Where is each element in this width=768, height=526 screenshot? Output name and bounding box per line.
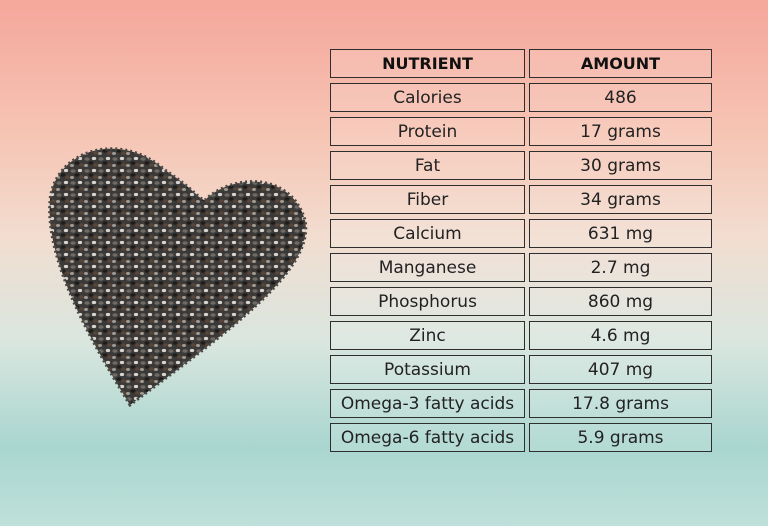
nutrient-cell: Zinc (330, 321, 525, 350)
nutrient-cell: Omega-6 fatty acids (330, 423, 525, 452)
nutrient-cell: Calories (330, 83, 525, 112)
amount-cell: 2.7 mg (529, 253, 712, 282)
amount-cell: 34 grams (529, 185, 712, 214)
table-row: Protein 17 grams (330, 117, 712, 146)
table-row: Calcium 631 mg (330, 219, 712, 248)
table-row: Zinc 4.6 mg (330, 321, 712, 350)
header-cell: AMOUNT (529, 49, 712, 78)
table-row: Omega-6 fatty acids 5.9 grams (330, 423, 712, 452)
table-row: Omega-3 fatty acids 17.8 grams (330, 389, 712, 418)
amount-cell: 17.8 grams (529, 389, 712, 418)
amount-cell: 486 (529, 83, 712, 112)
header-cell: NUTRIENT (330, 49, 525, 78)
table-row: Phosphorus 860 mg (330, 287, 712, 316)
nutrient-cell: Protein (330, 117, 525, 146)
table-row: Calories 486 (330, 83, 712, 112)
amount-cell: 17 grams (529, 117, 712, 146)
nutrient-cell: Omega-3 fatty acids (330, 389, 525, 418)
amount-cell: 860 mg (529, 287, 712, 316)
table-row: Potassium 407 mg (330, 355, 712, 384)
nutrient-cell: Potassium (330, 355, 525, 384)
nutrient-cell: Calcium (330, 219, 525, 248)
nutrient-cell: Fiber (330, 185, 525, 214)
chia-seed-heart (48, 147, 308, 408)
header-row: NUTRIENT AMOUNT (330, 49, 712, 78)
nutrient-cell: Fat (330, 151, 525, 180)
amount-cell: 5.9 grams (529, 423, 712, 452)
nutrient-cell: Phosphorus (330, 287, 525, 316)
nutrition-table: NUTRIENT AMOUNT Calories 486 Protein 17 gram… (326, 44, 716, 457)
nutrient-cell: Manganese (330, 253, 525, 282)
amount-cell: 631 mg (529, 219, 712, 248)
amount-cell: 407 mg (529, 355, 712, 384)
table-row: Manganese 2.7 mg (330, 253, 712, 282)
table-row: Fiber 34 grams (330, 185, 712, 214)
amount-cell: 4.6 mg (529, 321, 712, 350)
table-row: Fat 30 grams (330, 151, 712, 180)
amount-cell: 30 grams (529, 151, 712, 180)
